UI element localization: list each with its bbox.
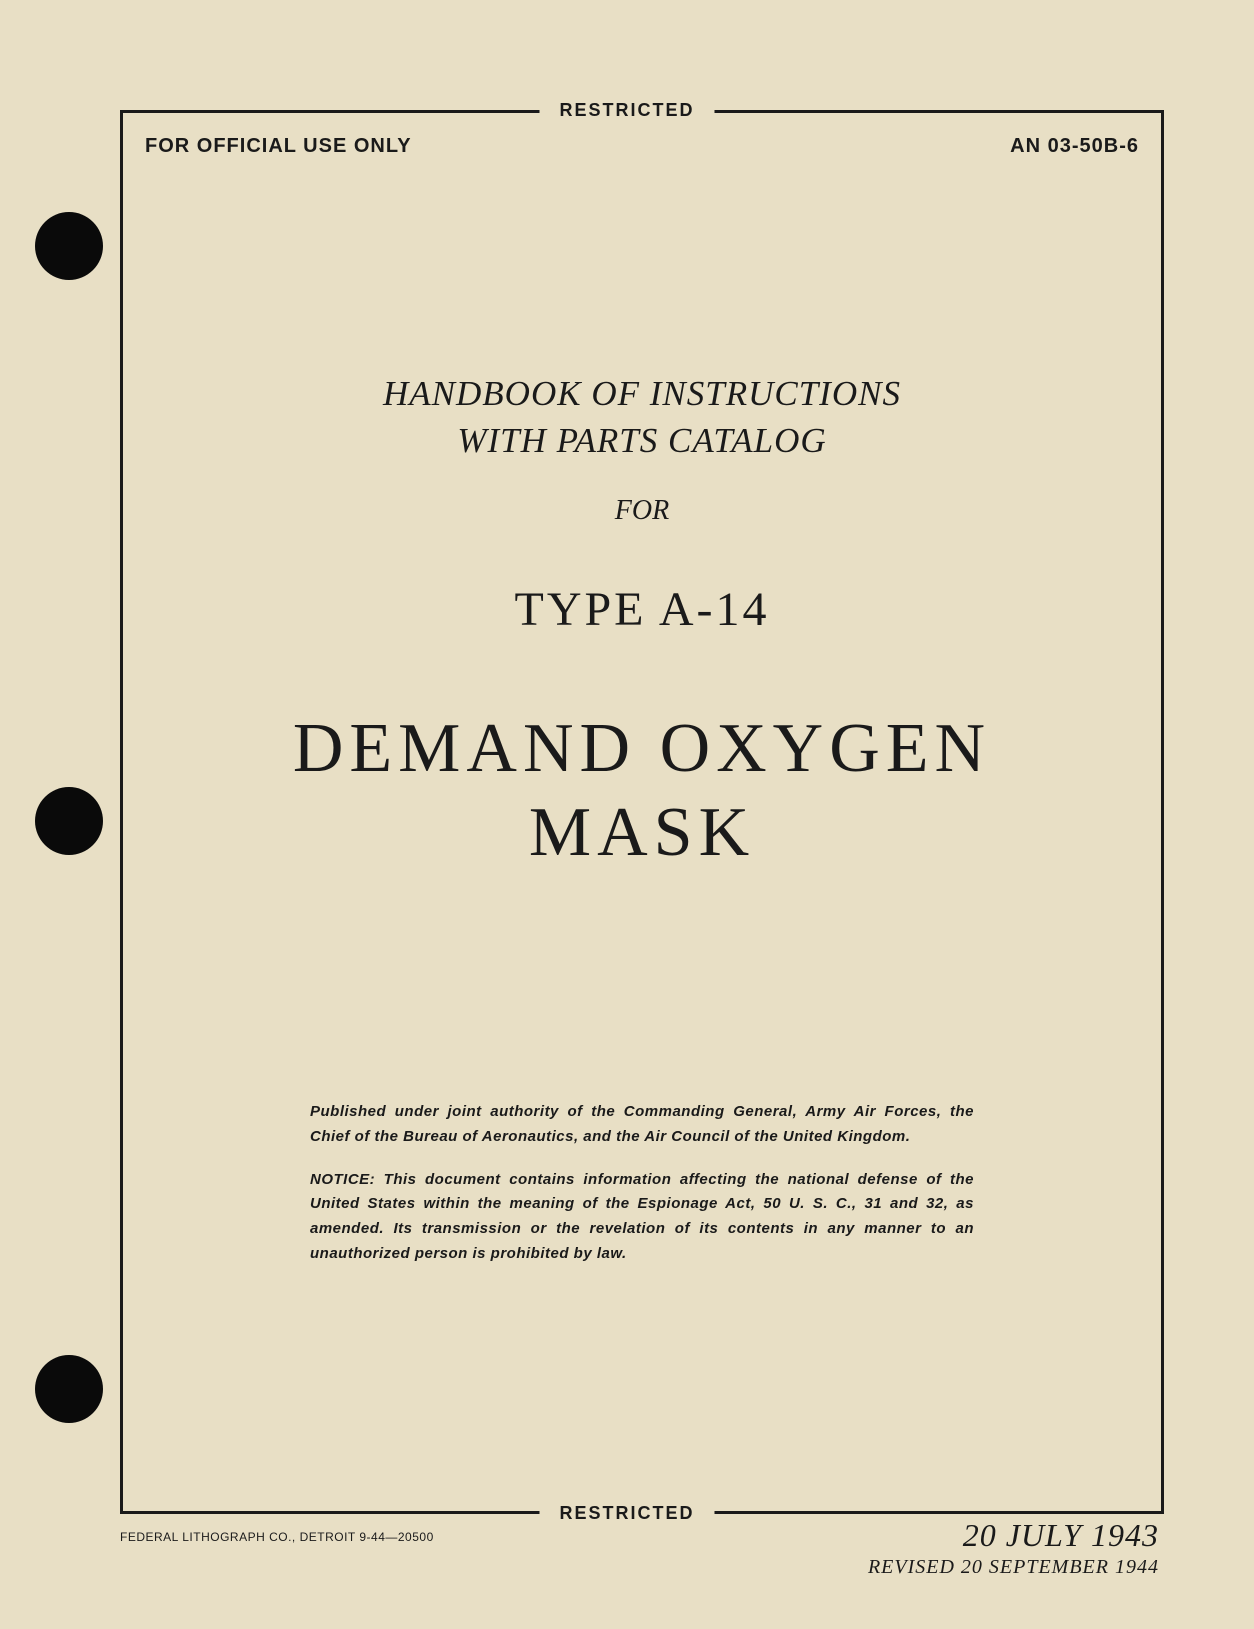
title-main: DEMAND OXYGEN MASK <box>120 707 1164 875</box>
title-block: HANDBOOK OF INSTRUCTIONS WITH PARTS CATA… <box>120 370 1164 875</box>
punch-hole-icon <box>35 787 103 855</box>
revision-date: REVISED 20 SEPTEMBER 1944 <box>868 1556 1159 1579</box>
punch-hole-icon <box>35 212 103 280</box>
footer-printer: FEDERAL LITHOGRAPH CO., DETROIT 9-44—205… <box>120 1530 434 1544</box>
footer-dates: 20 JULY 1943 REVISED 20 SEPTEMBER 1944 <box>868 1517 1159 1579</box>
title-line2: WITH PARTS CATALOG <box>457 421 826 460</box>
punch-hole-icon <box>35 1355 103 1423</box>
notice-block: Published under joint authority of the C… <box>310 1100 974 1267</box>
classification-bottom: RESTRICTED <box>539 1503 714 1524</box>
title-main-line1: DEMAND OXYGEN <box>293 710 991 787</box>
notice-para-2: NOTICE: This document contains informati… <box>310 1168 974 1267</box>
notice-para-1: Published under joint authority of the C… <box>310 1100 974 1150</box>
title-for: FOR <box>120 495 1164 527</box>
header-row: FOR OFFICIAL USE ONLY AN 03-50B-6 <box>145 135 1139 158</box>
title-handbook: HANDBOOK OF INSTRUCTIONS WITH PARTS CATA… <box>120 370 1164 465</box>
title-main-line2: MASK <box>529 794 755 871</box>
publication-date: 20 JULY 1943 <box>868 1517 1159 1554</box>
classification-top: RESTRICTED <box>539 100 714 121</box>
header-right-docnum: AN 03-50B-6 <box>1010 135 1139 158</box>
document-page: RESTRICTED RESTRICTED FOR OFFICIAL USE O… <box>0 0 1254 1629</box>
title-line1: HANDBOOK OF INSTRUCTIONS <box>383 374 901 413</box>
title-type: TYPE A-14 <box>120 582 1164 637</box>
header-left-label: FOR OFFICIAL USE ONLY <box>145 135 412 158</box>
